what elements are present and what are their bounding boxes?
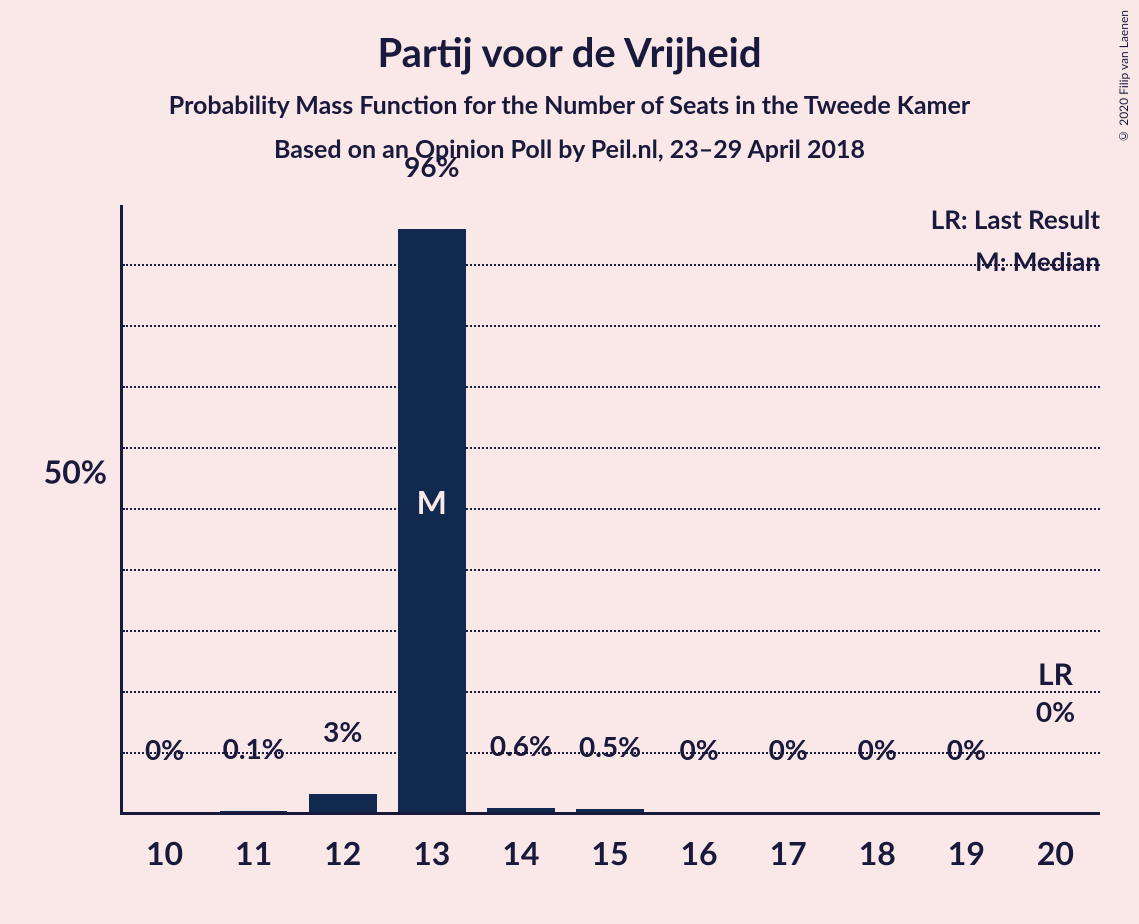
x-tick-label: 17 [744, 815, 833, 872]
bar-label-stack: 0% [655, 732, 744, 772]
bar-value-label: 0% [655, 732, 744, 772]
bar-label-stack: 0% [833, 732, 922, 772]
bar-label-stack: 0.5% [565, 729, 654, 769]
bar-value-label: 0.5% [565, 729, 654, 769]
bar-label-stack: 96% [387, 149, 476, 189]
bar-column: LR0% [1011, 205, 1100, 812]
bar-label-stack: 0.6% [476, 728, 565, 768]
last-result-marker: LR [1011, 656, 1100, 694]
bar [487, 808, 555, 812]
bar-label-stack: 0% [922, 732, 1011, 772]
x-tick-label: 12 [298, 815, 387, 872]
bar-value-label: 0% [744, 732, 833, 772]
bar-column: 0.5% [565, 205, 654, 812]
bar-label-stack: 0.1% [209, 731, 298, 771]
bar-column: 0% [120, 205, 209, 812]
x-tick-label: 19 [922, 815, 1011, 872]
bar-column: M96% [387, 205, 476, 812]
bar-label-stack: 3% [298, 714, 387, 754]
bar-value-label: 0% [833, 732, 922, 772]
bar-value-label: 0% [120, 732, 209, 772]
bar-column: 3% [298, 205, 387, 812]
bar-column: 0.6% [476, 205, 565, 812]
x-tick-label: 10 [120, 815, 209, 872]
median-marker: M [398, 482, 466, 521]
bar-value-label: 0% [922, 732, 1011, 772]
x-tick-label: 20 [1011, 815, 1100, 872]
bar-value-label: 0.6% [476, 728, 565, 768]
bar-column: 0.1% [209, 205, 298, 812]
bar-value-label: 96% [387, 149, 476, 189]
x-tick-label: 14 [476, 815, 565, 872]
x-tick-label: 18 [833, 815, 922, 872]
chart-title: Partij voor de Vrijheid [0, 0, 1139, 76]
bars: 0%0.1%3%M96%0.6%0.5%0%0%0%0%LR0% [120, 205, 1100, 812]
copyright-text: © 2020 Filip van Laenen [1116, 10, 1131, 144]
bar-column: 0% [833, 205, 922, 812]
bar [576, 809, 644, 812]
chart-container: Partij voor de Vrijheid Probability Mass… [0, 0, 1139, 924]
x-tick-label: 15 [565, 815, 654, 872]
x-tick-label: 11 [209, 815, 298, 872]
bar [309, 794, 377, 812]
bar-label-stack: LR0% [1011, 656, 1100, 734]
x-tick-label: 13 [387, 815, 476, 872]
bar-column: 0% [655, 205, 744, 812]
bar: M [398, 229, 466, 812]
bar-value-label: 3% [298, 714, 387, 754]
y-axis-label: 50% [22, 452, 107, 491]
bar-column: 0% [744, 205, 833, 812]
bar-value-label: 0% [1011, 694, 1100, 734]
bar-label-stack: 0% [120, 732, 209, 772]
bar-column: 0% [922, 205, 1011, 812]
bar-label-stack: 0% [744, 732, 833, 772]
chart-subtitle-1: Probability Mass Function for the Number… [0, 76, 1139, 120]
x-tick-label: 16 [655, 815, 744, 872]
chart-subtitle-2: Based on an Opinion Poll by Peil.nl, 23–… [0, 120, 1139, 164]
bar-value-label: 0.1% [209, 731, 298, 771]
plot-area: LR: Last Result M: Median 50% 0%0.1%3%M9… [120, 205, 1100, 815]
bar [220, 811, 288, 812]
